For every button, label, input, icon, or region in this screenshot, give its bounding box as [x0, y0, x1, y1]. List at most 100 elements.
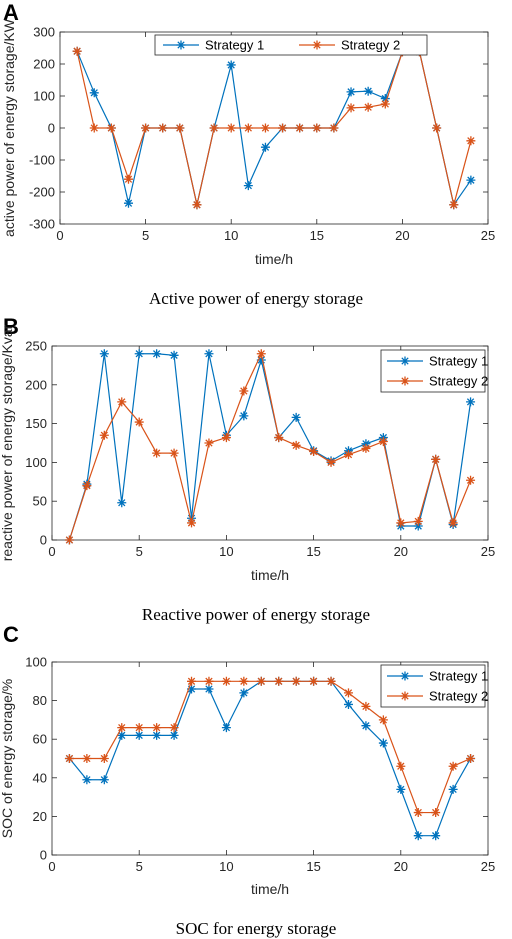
y-tick-label: 80 — [33, 693, 47, 708]
data-point — [226, 60, 236, 70]
y-tick-label: 100 — [25, 455, 47, 470]
data-point — [82, 481, 92, 491]
data-point — [99, 430, 109, 440]
legend-marker — [400, 671, 410, 681]
data-point — [378, 436, 388, 446]
x-tick-label: 15 — [306, 544, 320, 559]
data-point — [187, 676, 197, 686]
x-tick-label: 15 — [306, 859, 320, 874]
data-point — [117, 723, 127, 733]
data-point — [274, 676, 284, 686]
panel-letter: B — [3, 314, 19, 339]
data-point — [260, 123, 270, 133]
x-tick-label: 25 — [481, 544, 495, 559]
x-tick-label: 25 — [481, 228, 495, 243]
legend: Strategy 1 Strategy 2 — [154, 34, 428, 56]
data-point — [256, 676, 266, 686]
data-point — [396, 784, 406, 794]
data-point — [221, 433, 231, 443]
data-point — [89, 88, 99, 98]
legend-label: Strategy 1 — [205, 38, 264, 53]
data-point — [291, 676, 301, 686]
x-tick-label: 20 — [394, 859, 408, 874]
data-point — [363, 86, 373, 96]
series-strategy-2 — [64, 676, 476, 818]
data-point — [413, 516, 423, 526]
data-point — [309, 447, 319, 457]
data-point — [99, 349, 109, 359]
panel-letter: C — [3, 622, 19, 647]
data-point — [64, 535, 74, 545]
data-point — [226, 123, 236, 133]
data-point — [278, 123, 288, 133]
data-point — [169, 730, 179, 740]
x-tick-label: 15 — [310, 228, 324, 243]
y-tick-label: 100 — [33, 89, 55, 104]
data-point — [99, 754, 109, 763]
data-point — [204, 349, 214, 359]
data-point — [239, 411, 249, 421]
data-point — [152, 448, 162, 458]
data-point — [123, 174, 133, 184]
data-point — [82, 754, 92, 763]
data-point — [466, 475, 476, 485]
data-point — [209, 123, 219, 133]
chart-panel-a: A 0 5 10 15 20 25 -300 -200 -100 0 100 200 300 time/h a… — [1, 0, 495, 308]
data-point — [361, 721, 371, 731]
data-point — [380, 99, 390, 109]
data-point — [239, 676, 249, 686]
legend-box — [380, 664, 486, 708]
data-point — [152, 349, 162, 359]
y-tick-label: 0 — [40, 533, 47, 548]
panel-caption: SOC for energy storage — [176, 919, 337, 938]
data-point — [187, 684, 197, 694]
data-point — [448, 518, 458, 528]
data-point — [187, 513, 197, 523]
legend-label: Strategy 1 — [429, 669, 488, 684]
x-tick-label: 5 — [142, 228, 149, 243]
y-tick-label: 150 — [25, 416, 47, 431]
data-point — [363, 102, 373, 112]
x-axis-label: time/h — [251, 567, 289, 583]
data-point — [134, 730, 144, 740]
data-point — [158, 123, 168, 133]
data-point — [239, 688, 249, 698]
x-tick-label: 0 — [56, 228, 63, 243]
data-point — [380, 94, 390, 104]
legend-marker — [400, 376, 410, 386]
legend-marker — [312, 40, 322, 50]
data-point — [346, 87, 356, 97]
y-tick-label: 60 — [33, 732, 47, 747]
data-point — [169, 723, 179, 733]
panel-letter: A — [3, 0, 19, 25]
legend: Strategy 1 Strategy 2 — [380, 664, 488, 708]
data-point — [243, 123, 253, 133]
data-point — [99, 775, 109, 785]
data-point — [312, 123, 322, 133]
data-point — [466, 136, 476, 146]
data-point — [431, 454, 441, 464]
x-tick-label: 10 — [224, 228, 238, 243]
y-axis-label: active power of energy storage/KW — [1, 18, 17, 237]
data-point — [448, 784, 458, 794]
legend-label: Strategy 2 — [429, 689, 488, 704]
x-tick-label: 5 — [136, 544, 143, 559]
data-point — [396, 518, 406, 528]
data-point — [152, 730, 162, 740]
chart-panel-b: B0 5 10 15 20 25050100150200250time/hreactive… — [0, 314, 495, 624]
data-point — [343, 699, 353, 709]
y-tick-label: -300 — [29, 217, 55, 232]
data-point — [169, 448, 179, 458]
x-tick-label: 20 — [394, 544, 408, 559]
data-point — [431, 808, 441, 818]
data-point — [326, 457, 336, 467]
legend-box — [380, 349, 486, 393]
data-point — [243, 181, 253, 191]
y-tick-label: 100 — [25, 655, 47, 670]
data-point — [329, 123, 339, 133]
data-point — [361, 439, 371, 449]
legend-label: Strategy 1 — [429, 354, 488, 369]
data-point — [361, 443, 371, 453]
x-tick-label: 10 — [219, 859, 233, 874]
legend-marker — [176, 40, 186, 50]
